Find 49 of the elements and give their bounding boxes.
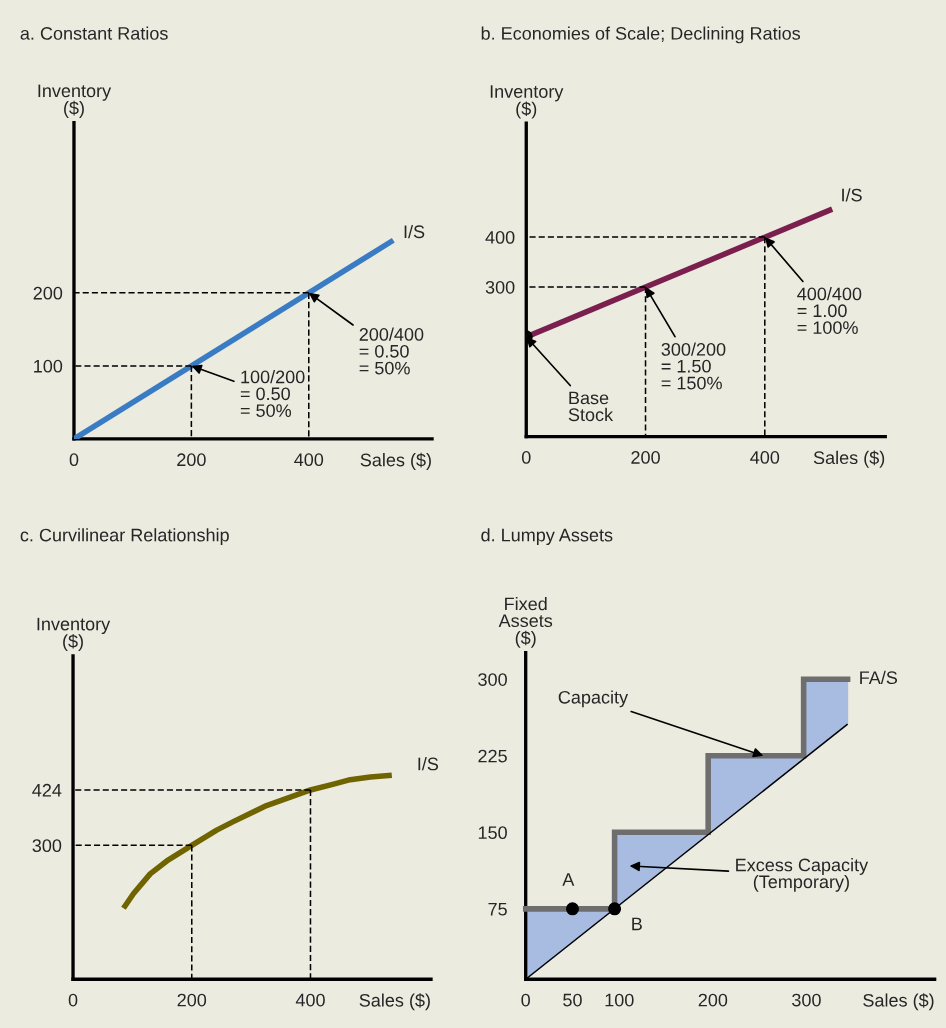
- y-tick-label: 75: [488, 902, 507, 916]
- x-tick-label: 200: [177, 453, 206, 467]
- x-axis-title: Sales ($): [359, 993, 430, 1011]
- annotation: 400/400 = 1.00 = 100%: [797, 287, 862, 334]
- x-axis-title: Sales ($): [813, 450, 885, 468]
- x-tick-label: 0: [521, 451, 531, 464]
- y-tick-label: 200: [33, 286, 63, 300]
- annotation: 300/200 = 1.50 = 150%: [661, 342, 726, 390]
- x-tick-label: 50: [563, 993, 582, 1007]
- annotation: FA/S: [860, 670, 898, 685]
- chart-title: b. Economies of Scale; Declining Ratios: [481, 26, 801, 44]
- annotation: I/S: [418, 757, 439, 771]
- x-tick-label: 0: [69, 453, 79, 467]
- y-axis-title: Fixed Assets ($): [498, 597, 553, 648]
- annotation: I/S: [842, 188, 862, 202]
- x-axis-title: Sales ($): [863, 993, 934, 1011]
- x-tick-label: 400: [295, 993, 325, 1007]
- annotation: 100/200 = 0.50 = 50%: [240, 370, 305, 417]
- x-tick-label: 0: [68, 993, 78, 1007]
- annotation: A: [562, 873, 575, 886]
- y-axis-title: Inventory ($): [38, 84, 112, 118]
- x-tick-label: 100: [605, 993, 634, 1007]
- x-tick-label: 200: [177, 993, 207, 1007]
- y-tick-label: 400: [485, 230, 515, 244]
- y-tick-label: 225: [478, 749, 507, 763]
- annotation: Excess Capacity (Temporary): [736, 858, 869, 892]
- chart-title: d. Lumpy Assets: [481, 528, 613, 546]
- y-tick-label: 300: [478, 673, 507, 686]
- y-tick-label: 100: [34, 359, 63, 373]
- x-axis-title: Sales ($): [360, 452, 431, 470]
- annotation: 200/400 = 0.50 = 50%: [359, 327, 424, 375]
- annotation: Capacity: [558, 690, 629, 708]
- chart-title: a. Constant Ratios: [20, 26, 168, 40]
- y-axis-title: Inventory ($): [490, 85, 564, 119]
- y-tick-label: 300: [485, 280, 515, 294]
- y-axis-title: Inventory ($): [37, 617, 111, 652]
- y-tick-label: 424: [32, 783, 62, 797]
- y-tick-label: 300: [32, 839, 62, 853]
- x-tick-label: 200: [698, 993, 728, 1007]
- annotation: I/S: [404, 224, 425, 239]
- chart-title: c. Curvilinear Relationship: [20, 528, 229, 546]
- x-tick-label: 400: [294, 453, 324, 467]
- x-tick-label: 400: [750, 451, 780, 464]
- annotation: Base Stock: [568, 391, 614, 422]
- x-tick-label: 200: [631, 451, 660, 464]
- x-tick-label: 300: [792, 993, 821, 1007]
- y-tick-label: 150: [478, 826, 507, 840]
- annotation: B: [632, 917, 642, 931]
- x-tick-label: 0: [521, 993, 531, 1007]
